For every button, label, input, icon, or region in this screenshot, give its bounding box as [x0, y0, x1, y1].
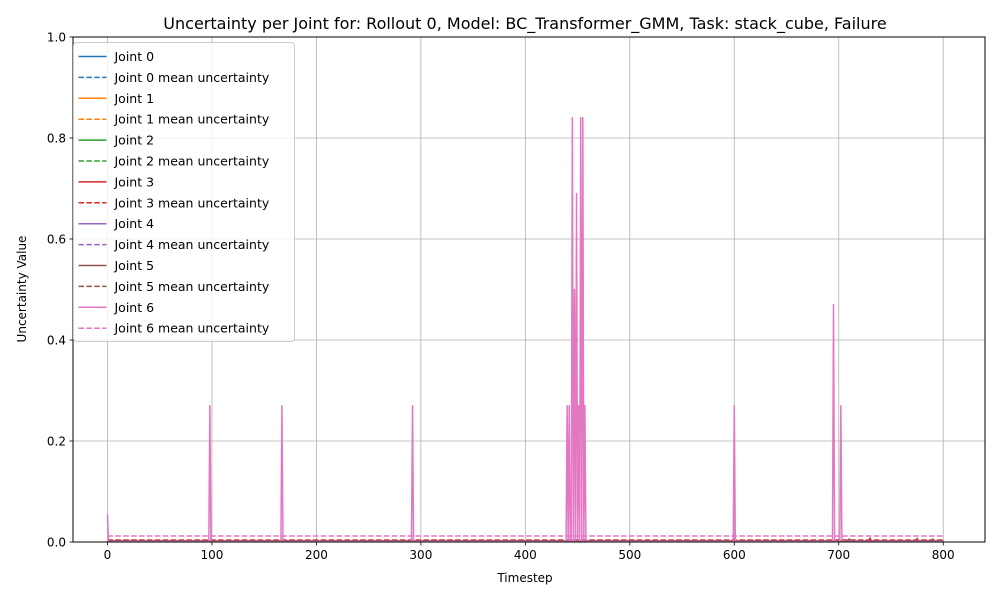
- x-tick-label: 400: [514, 548, 537, 562]
- y-tick-label: 0.8: [47, 132, 66, 146]
- y-tick-label: 1.0: [47, 31, 66, 45]
- y-axis-label: Uncertainty Value: [15, 236, 29, 343]
- x-tick-label: 500: [618, 548, 641, 562]
- legend-box: [73, 42, 295, 342]
- legend-label: Joint 1 mean uncertainty: [114, 112, 270, 127]
- legend-label: Joint 2 mean uncertainty: [114, 154, 270, 169]
- legend-label: Joint 6 mean uncertainty: [114, 321, 270, 336]
- legend-label: Joint 5: [114, 258, 155, 273]
- legend-label: Joint 4: [114, 216, 155, 231]
- legend: Joint 0 Joint 0 mean uncertainty Joint 1 Jo…: [73, 42, 295, 342]
- axis-ticks: 0 100 200 300 400 500 600 700 800 0.0 0.2 0.4 0.6 0.8…: [47, 31, 955, 563]
- x-tick-label: 800: [932, 548, 955, 562]
- y-tick-label: 0.4: [47, 334, 66, 348]
- x-tick-label: 200: [305, 548, 328, 562]
- y-tick-label: 0.2: [47, 435, 66, 449]
- chart-title: Uncertainty per Joint for: Rollout 0, Mo…: [163, 14, 886, 34]
- y-tick-label: 0.0: [47, 536, 66, 550]
- x-tick-label: 300: [409, 548, 432, 562]
- y-tick-label: 0.6: [47, 233, 66, 247]
- x-tick-label: 0: [104, 548, 112, 562]
- legend-label: Joint 3: [114, 174, 155, 189]
- legend-label: Joint 4 mean uncertainty: [114, 237, 270, 252]
- x-tick-label: 100: [200, 548, 223, 562]
- x-tick-label: 700: [827, 548, 850, 562]
- legend-label: Joint 6: [114, 300, 155, 315]
- legend-label: Joint 1: [114, 91, 155, 106]
- legend-label: Joint 5 mean uncertainty: [114, 279, 270, 294]
- legend-label: Joint 0 mean uncertainty: [114, 70, 270, 85]
- x-tick-label: 600: [723, 548, 746, 562]
- legend-label: Joint 3 mean uncertainty: [114, 195, 270, 210]
- x-axis-label: Timestep: [496, 571, 552, 585]
- legend-label: Joint 0: [114, 49, 155, 64]
- legend-label: Joint 2: [114, 133, 155, 148]
